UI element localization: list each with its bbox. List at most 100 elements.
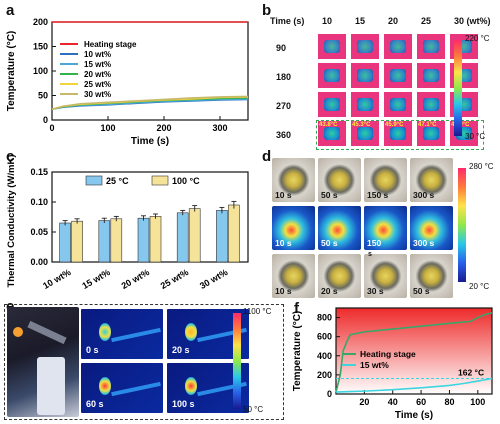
thermal-cell [384, 63, 412, 88]
legend-label-f-0: Heating stage [360, 349, 416, 359]
x-tick-label-a: 100 [100, 123, 115, 133]
panel-label-e: e [6, 298, 14, 315]
temp-readout: 45.3°C [352, 122, 371, 128]
thermal-photo: 300 s [410, 206, 453, 250]
x-tick-label-c: 30 wt% [198, 267, 229, 291]
sample-spot [423, 127, 439, 140]
legend-label-2: 15 wt% [84, 60, 111, 69]
x-tick-label-f: 100 [470, 397, 485, 407]
y-tick-label-a: 100 [33, 66, 48, 76]
legend-label-c-1: 100 °C [172, 176, 200, 186]
x-tick-label-f: 80 [444, 397, 454, 407]
row-header: 270 [276, 101, 292, 111]
sample-photo: 50 s [410, 254, 453, 298]
panel-label-b: b [262, 2, 272, 19]
bar-1-1 [110, 218, 123, 263]
colorbar-e [233, 313, 241, 409]
row-header: 180 [276, 72, 292, 82]
time-label: 100 s [172, 399, 195, 409]
scale-max-b: 220 °C [465, 34, 490, 43]
y-tick-label-f: 600 [317, 332, 332, 342]
time-label: 50 s [321, 190, 338, 200]
hotspot-icon [185, 323, 197, 341]
panel-label-a: a [6, 2, 15, 19]
x-tick-label-a: 0 [49, 123, 54, 133]
time-label: 50 s [321, 238, 338, 248]
y-tick-label-f: 200 [317, 370, 332, 380]
row-header: 90 [276, 43, 287, 53]
sample-spot [324, 40, 340, 53]
y-tick-label-f: 400 [317, 351, 332, 361]
sample-spot [390, 40, 406, 53]
y-tick-label-c: 0.05 [30, 227, 48, 237]
col-header: 15 [355, 16, 366, 26]
y-tick-label-c: 0.00 [30, 257, 48, 267]
scale-min-b: 30 °C [465, 132, 486, 141]
y-axis-label-f: Temperature (°C) [292, 311, 303, 392]
y-tick-label-f: 0 [327, 389, 332, 399]
legend-swatch-c-0 [85, 175, 103, 186]
x-tick-label-f: 40 [388, 397, 398, 407]
panel-b: Time (s) 10 15 20 25 30 (wt%) 90 180 270 360 43… [262, 6, 500, 152]
col-header: 10 [322, 16, 333, 26]
scale-min-e: 50 °C [243, 405, 264, 414]
bar-0-4 [216, 210, 228, 263]
sample-photo: 10 s [272, 158, 315, 202]
legend-label-f-1: 15 wt% [360, 360, 389, 370]
time-header: Time (s) [270, 16, 305, 26]
time-label: 10 s [275, 190, 292, 200]
time-label: 60 s [86, 399, 104, 409]
colorbar-b [454, 40, 462, 136]
panel-d: 10 s 50 s 150 s 300 s 10 s 50 s 150 300 s 10 s 20… [262, 150, 500, 300]
series-line-f-0 [335, 312, 493, 393]
thermal-cell [318, 63, 346, 88]
col-header: 20 [388, 16, 399, 26]
panel-label-f: f [294, 300, 299, 317]
sample-spot [423, 40, 439, 53]
y-tick-label-a: 150 [33, 42, 48, 52]
x-tick-label-a: 200 [156, 123, 171, 133]
chart-a: 0 50 100 150 200 0 100 200 300 Time (s) Temperatur… [6, 17, 249, 147]
series-line-5 [51, 95, 249, 110]
time-label: 10 s [275, 286, 292, 296]
thermal-cell [351, 121, 379, 146]
thermal-cell [318, 121, 346, 146]
sample-spot [390, 69, 406, 82]
annotation-label-f: 162 °C [458, 368, 484, 378]
thermal-cell [417, 34, 445, 59]
thermal-photo: 10 s [272, 206, 315, 250]
legend-label-0: Heating stage [84, 40, 137, 49]
sample-photo: 30 s [364, 254, 407, 298]
sample-spot [357, 40, 373, 53]
legend-label-c-0: 25 °C [106, 176, 129, 186]
time-label: 30 s [367, 286, 384, 296]
thermal-cell [351, 34, 379, 59]
chart-c: 0.00 0.05 0.10 0.15 Thermal Conductivity (W/… [6, 154, 249, 291]
series-line-f-1 [335, 377, 493, 393]
x-tick-label-c: 20 wt% [120, 267, 151, 291]
legend-swatch-c-1 [151, 175, 169, 186]
thermal-cell [351, 63, 379, 88]
thermal-cell [417, 121, 445, 146]
sample-photo: 10 s [272, 254, 315, 298]
sample-photo: 50 s [318, 158, 361, 202]
x-tick-label-f: 20 [359, 397, 369, 407]
col-header: 30 (wt%) [454, 16, 491, 26]
sample-spot [423, 98, 439, 111]
row-header: 360 [276, 130, 292, 140]
hotspot-icon [99, 377, 111, 395]
sample-spot [324, 127, 340, 140]
time-label: 20 s [172, 345, 190, 355]
highlight-box [316, 120, 484, 150]
bar-1-4 [228, 204, 240, 263]
x-tick-label-c: 25 wt% [159, 267, 190, 291]
flame-icon [13, 327, 23, 337]
thermal-cell [417, 63, 445, 88]
scale-max-e: 1100 °C [243, 307, 272, 316]
x-axis-label-a: Time (s) [131, 136, 169, 147]
bar-0-3 [176, 212, 189, 263]
plot-frame-f [335, 307, 493, 395]
time-label: 300 s [413, 238, 435, 248]
thermal-photo: 150 [364, 206, 407, 250]
legend-label-1: 10 wt% [84, 50, 111, 59]
